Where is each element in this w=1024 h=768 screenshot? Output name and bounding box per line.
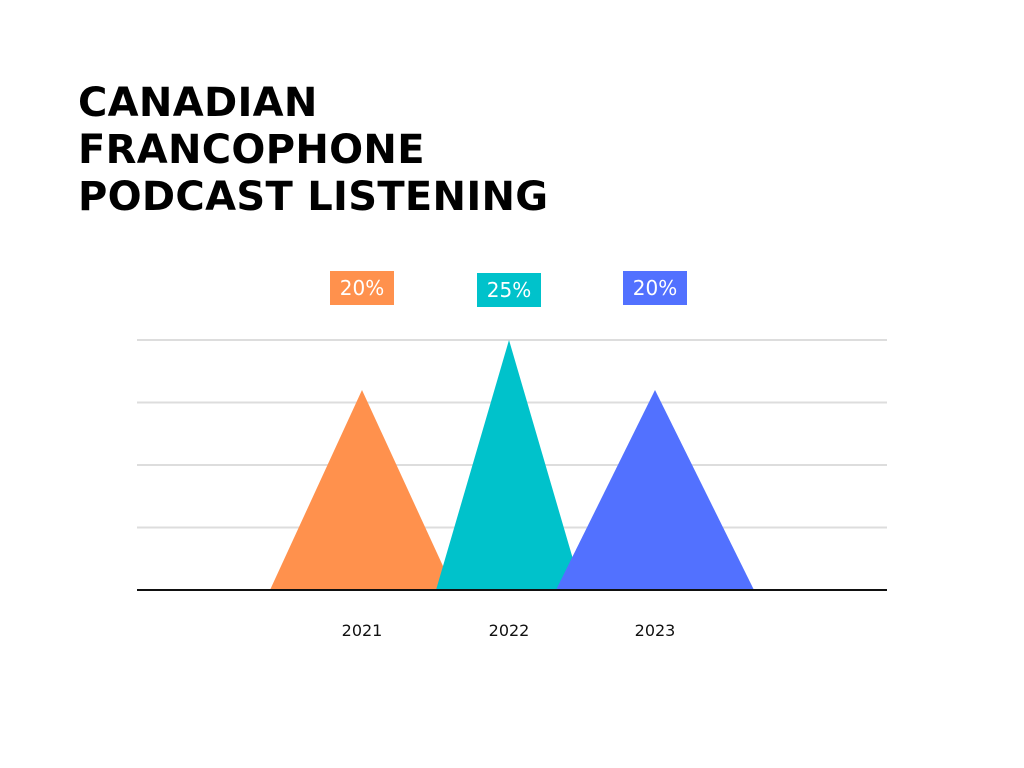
title-line-2: FRANCOPHONE	[78, 127, 425, 173]
value-label-bg	[477, 273, 541, 307]
x-tick-label: 2023	[635, 621, 676, 640]
value-label-text: 20%	[340, 276, 384, 300]
triangle-2022	[436, 340, 582, 590]
value-label-2021: 20%	[330, 271, 394, 305]
triangle-2023	[556, 390, 754, 590]
marks-layer	[270, 340, 754, 590]
x-tick-label: 2022	[489, 621, 530, 640]
title-line-1: CANADIAN	[78, 80, 318, 126]
value-label-2023: 20%	[623, 271, 687, 305]
value-label-bg	[623, 271, 687, 305]
value-label-text: 20%	[633, 276, 677, 300]
triangle-2021	[270, 390, 454, 590]
value-label-text: 25%	[487, 278, 531, 302]
title-line-3: PODCAST LISTENING	[78, 174, 549, 220]
x-tick-label: 2021	[342, 621, 383, 640]
value-label-2022: 25%	[477, 273, 541, 307]
value-label-bg	[330, 271, 394, 305]
chart-title: CANADIAN FRANCOPHONE PODCAST LISTENING	[78, 80, 778, 221]
label-layer: 20% 2021 25% 2022 20% 2023	[330, 271, 687, 640]
